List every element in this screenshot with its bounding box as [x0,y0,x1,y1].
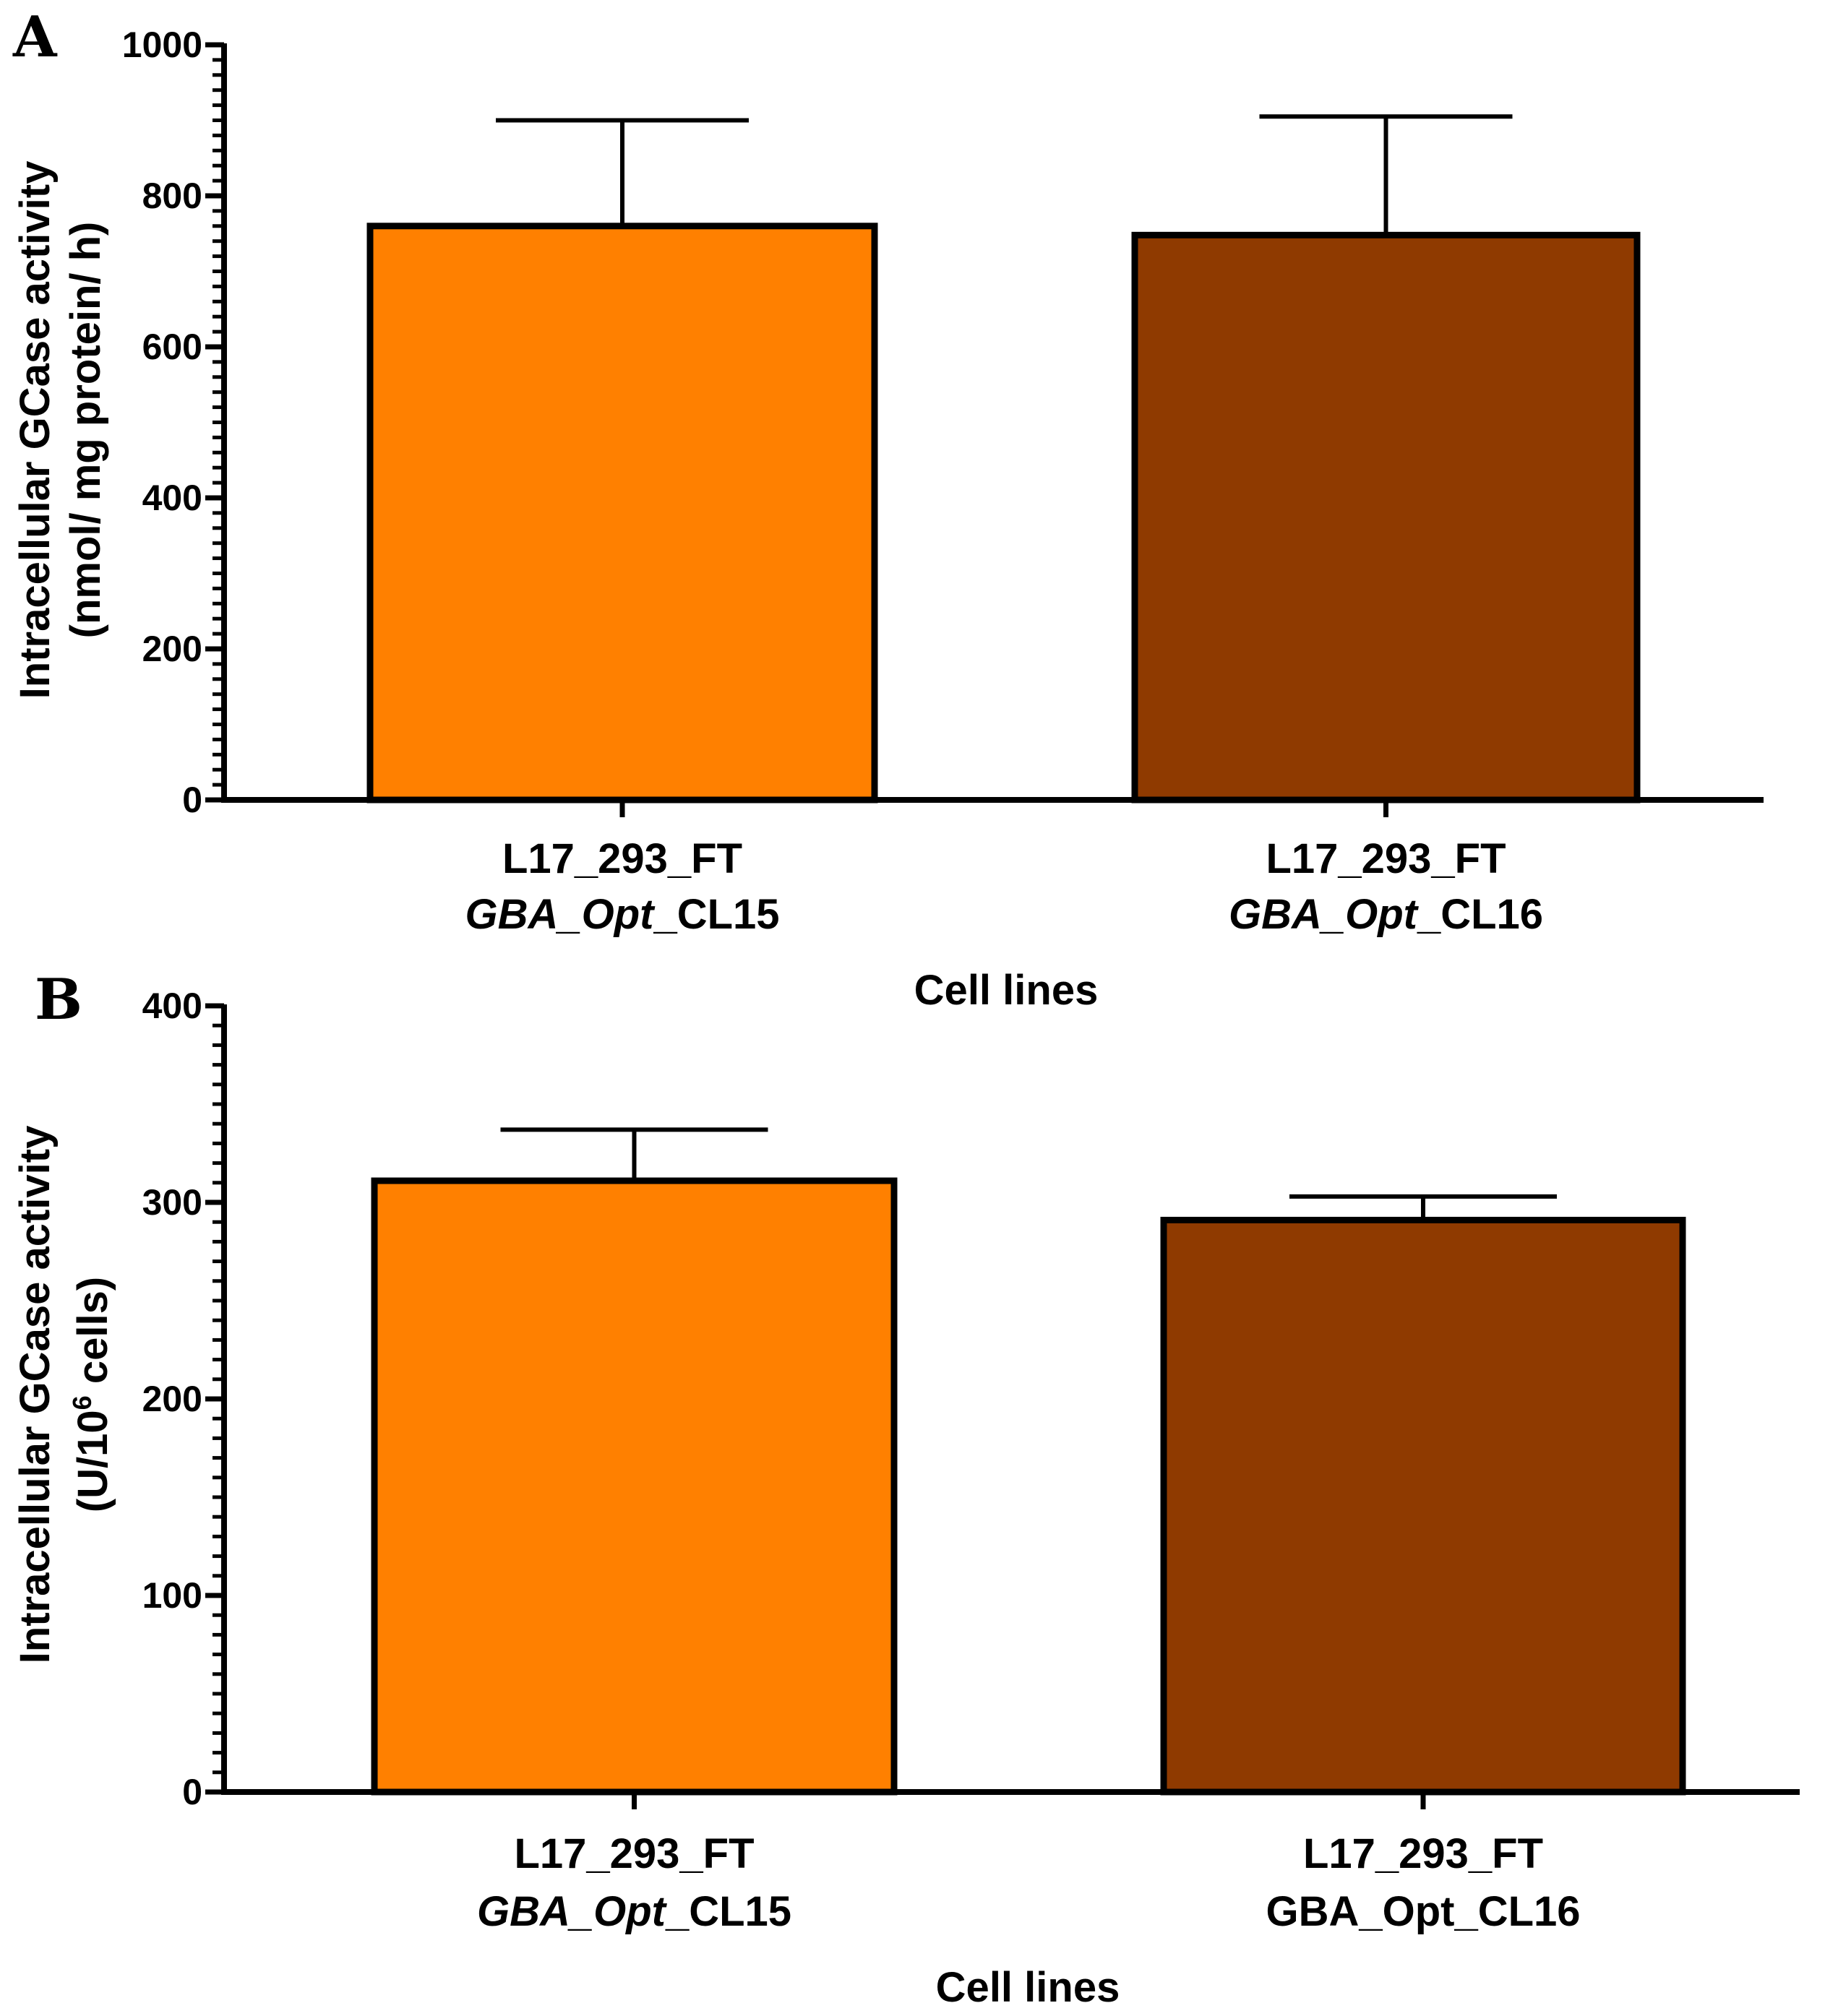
panel-b-y-title-line2-pre: (U/10 [69,1410,116,1512]
panel-b-x-title: Cell lines [936,1964,1120,2011]
x-category-label-rest: _CL15 [653,891,779,938]
x-category-label-line1: L17_293_FT [1266,835,1506,882]
x-category-label-italic: GBA_Opt [1229,891,1420,938]
x-category-label-rest: _CL16 [1417,891,1543,938]
panel-b-y-ticks: 0 100 200 300 400 [142,986,1426,1812]
x-category-label-line1: L17_293_FT [1303,1830,1543,1877]
y-tick-label: 200 [142,1379,202,1419]
y-tick-label: 400 [142,478,202,518]
panel-letter-b: B [35,967,82,1033]
x-category-label-rest: GBA_Opt_CL16 [1266,1888,1580,1935]
panel-a: A 0 200 400 600 800 1000 Intracellular GCase … [12,4,1764,1014]
panel-letter-a: A [12,4,58,70]
panel-b-x-categories: L17_293_FT GBA_Opt_CL15 L17_293_FT GBA_Opt_… [477,1830,1581,1935]
panel-a-y-title-line1: Intracellular GCase activity [12,161,59,699]
y-tick-label: 100 [142,1575,202,1616]
x-category-label-line2: GBA_Opt_CL16 [1266,1888,1580,1935]
x-category-label-line2: GBA_Opt_CL16 [1229,891,1543,938]
y-tick-label: 1000 [122,25,202,65]
panel-b-y-title-line2-post: cells) [69,1277,116,1395]
panel-a-x-categories: L17_293_FTGBA_Opt_CL15L17_293_FTGBA_Opt_… [465,835,1543,938]
panel-b-marks [371,1127,1686,1796]
bar [1131,231,1641,804]
bar [366,223,878,804]
y-tick-label: 200 [142,629,202,669]
panel-b-y-title-line2: (U/106 cells) [67,1277,116,1512]
x-category-label-line2: GBA_Opt_CL15 [477,1888,791,1935]
y-tick-label: 600 [142,327,202,367]
panel-b-y-title-line2-sup: 6 [67,1395,97,1410]
panel-a-y-ticks: 0 200 400 600 800 1000 [122,25,1388,820]
bar [371,1177,898,1796]
x-category-label-line1: L17_293_FT [514,1830,754,1877]
panel-a-x-title: Cell lines [914,967,1099,1014]
panel-b-y-title-line1: Intracellular GCase activity [12,1126,59,1664]
y-tick-label: 800 [142,176,202,216]
y-tick-label: 400 [142,986,202,1026]
panel-a-marks [366,114,1641,804]
x-category-label-italic: GBA_Opt [465,891,656,938]
y-tick-label: 300 [142,1182,202,1223]
panel-b: B 0 100 200 300 400 Intracellular GCase acti… [12,967,1800,2011]
x-category-label-rest: _CL15 [665,1888,791,1935]
panel-a-y-title-line2: (nmol/ mg protein/ h) [62,222,109,639]
bar [1160,1216,1686,1796]
x-category-label-italic: GBA_Opt [477,1888,668,1935]
x-category-label-line1: L17_293_FT [502,835,742,882]
y-tick-label: 0 [182,780,202,820]
y-tick-label: 0 [182,1772,202,1812]
x-category-label-line2: GBA_Opt_CL15 [465,891,779,938]
